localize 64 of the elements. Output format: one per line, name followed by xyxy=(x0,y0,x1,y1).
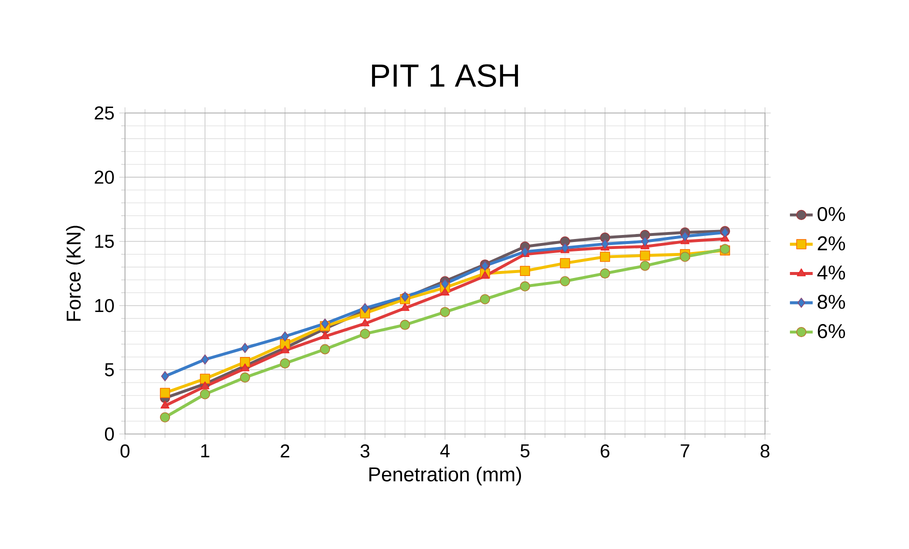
point xyxy=(240,363,250,372)
point xyxy=(640,260,650,271)
point xyxy=(321,318,329,329)
x-axis-title: Penetration (mm) xyxy=(369,466,521,486)
y-tick-label: 5 xyxy=(104,363,114,376)
point xyxy=(560,276,570,286)
point xyxy=(280,358,290,368)
x-tick-label: 1 xyxy=(201,444,210,458)
point xyxy=(600,268,610,279)
point xyxy=(320,331,330,340)
legend-label: 4% xyxy=(817,266,846,280)
point xyxy=(360,318,370,326)
x-tick-label: 3 xyxy=(360,444,370,458)
point xyxy=(200,381,210,390)
y-tick-label: 25 xyxy=(94,106,114,120)
point xyxy=(520,266,530,276)
point xyxy=(361,303,369,314)
point xyxy=(680,252,690,262)
point xyxy=(241,342,249,354)
point xyxy=(160,388,170,398)
legend-label: 6% xyxy=(818,324,846,338)
point xyxy=(640,250,650,261)
point xyxy=(601,238,609,250)
point xyxy=(160,412,170,422)
x-tick-label: 2 xyxy=(280,444,290,458)
legend-label: 0% xyxy=(818,206,846,222)
point xyxy=(440,288,450,296)
point xyxy=(200,374,210,384)
x-tick-label: 4 xyxy=(440,444,450,458)
legend-label: 8% xyxy=(818,294,846,309)
point xyxy=(240,372,250,383)
point xyxy=(360,328,370,339)
point xyxy=(201,354,209,365)
y-tick-label: 10 xyxy=(95,298,114,312)
x-tick-label: 5 xyxy=(520,444,530,458)
point xyxy=(320,344,330,354)
point xyxy=(600,252,610,262)
point xyxy=(560,258,570,268)
chart-title: PIT 1 ASH xyxy=(372,64,518,87)
x-tick-label: 0 xyxy=(120,444,130,458)
legend-label: 2% xyxy=(818,236,846,250)
x-tick-label: 8 xyxy=(760,444,770,458)
point xyxy=(561,242,569,253)
point xyxy=(281,331,289,342)
point xyxy=(441,278,449,289)
x-tick-label: 6 xyxy=(600,444,610,458)
y-tick-label: 0 xyxy=(104,427,114,441)
point xyxy=(161,371,169,382)
y-tick-label: 15 xyxy=(95,234,114,248)
point xyxy=(641,236,649,246)
point xyxy=(280,345,290,354)
point xyxy=(400,320,410,330)
point xyxy=(400,303,410,311)
point xyxy=(200,389,210,400)
point xyxy=(520,281,530,292)
point xyxy=(480,270,490,279)
x-tick-label: 7 xyxy=(680,444,690,458)
point xyxy=(521,246,529,257)
point xyxy=(480,294,490,304)
y-tick-label: 20 xyxy=(94,170,114,184)
y-axis-title: Force (KN) xyxy=(66,226,85,321)
point xyxy=(160,400,170,408)
point xyxy=(440,306,450,318)
point xyxy=(681,231,689,242)
